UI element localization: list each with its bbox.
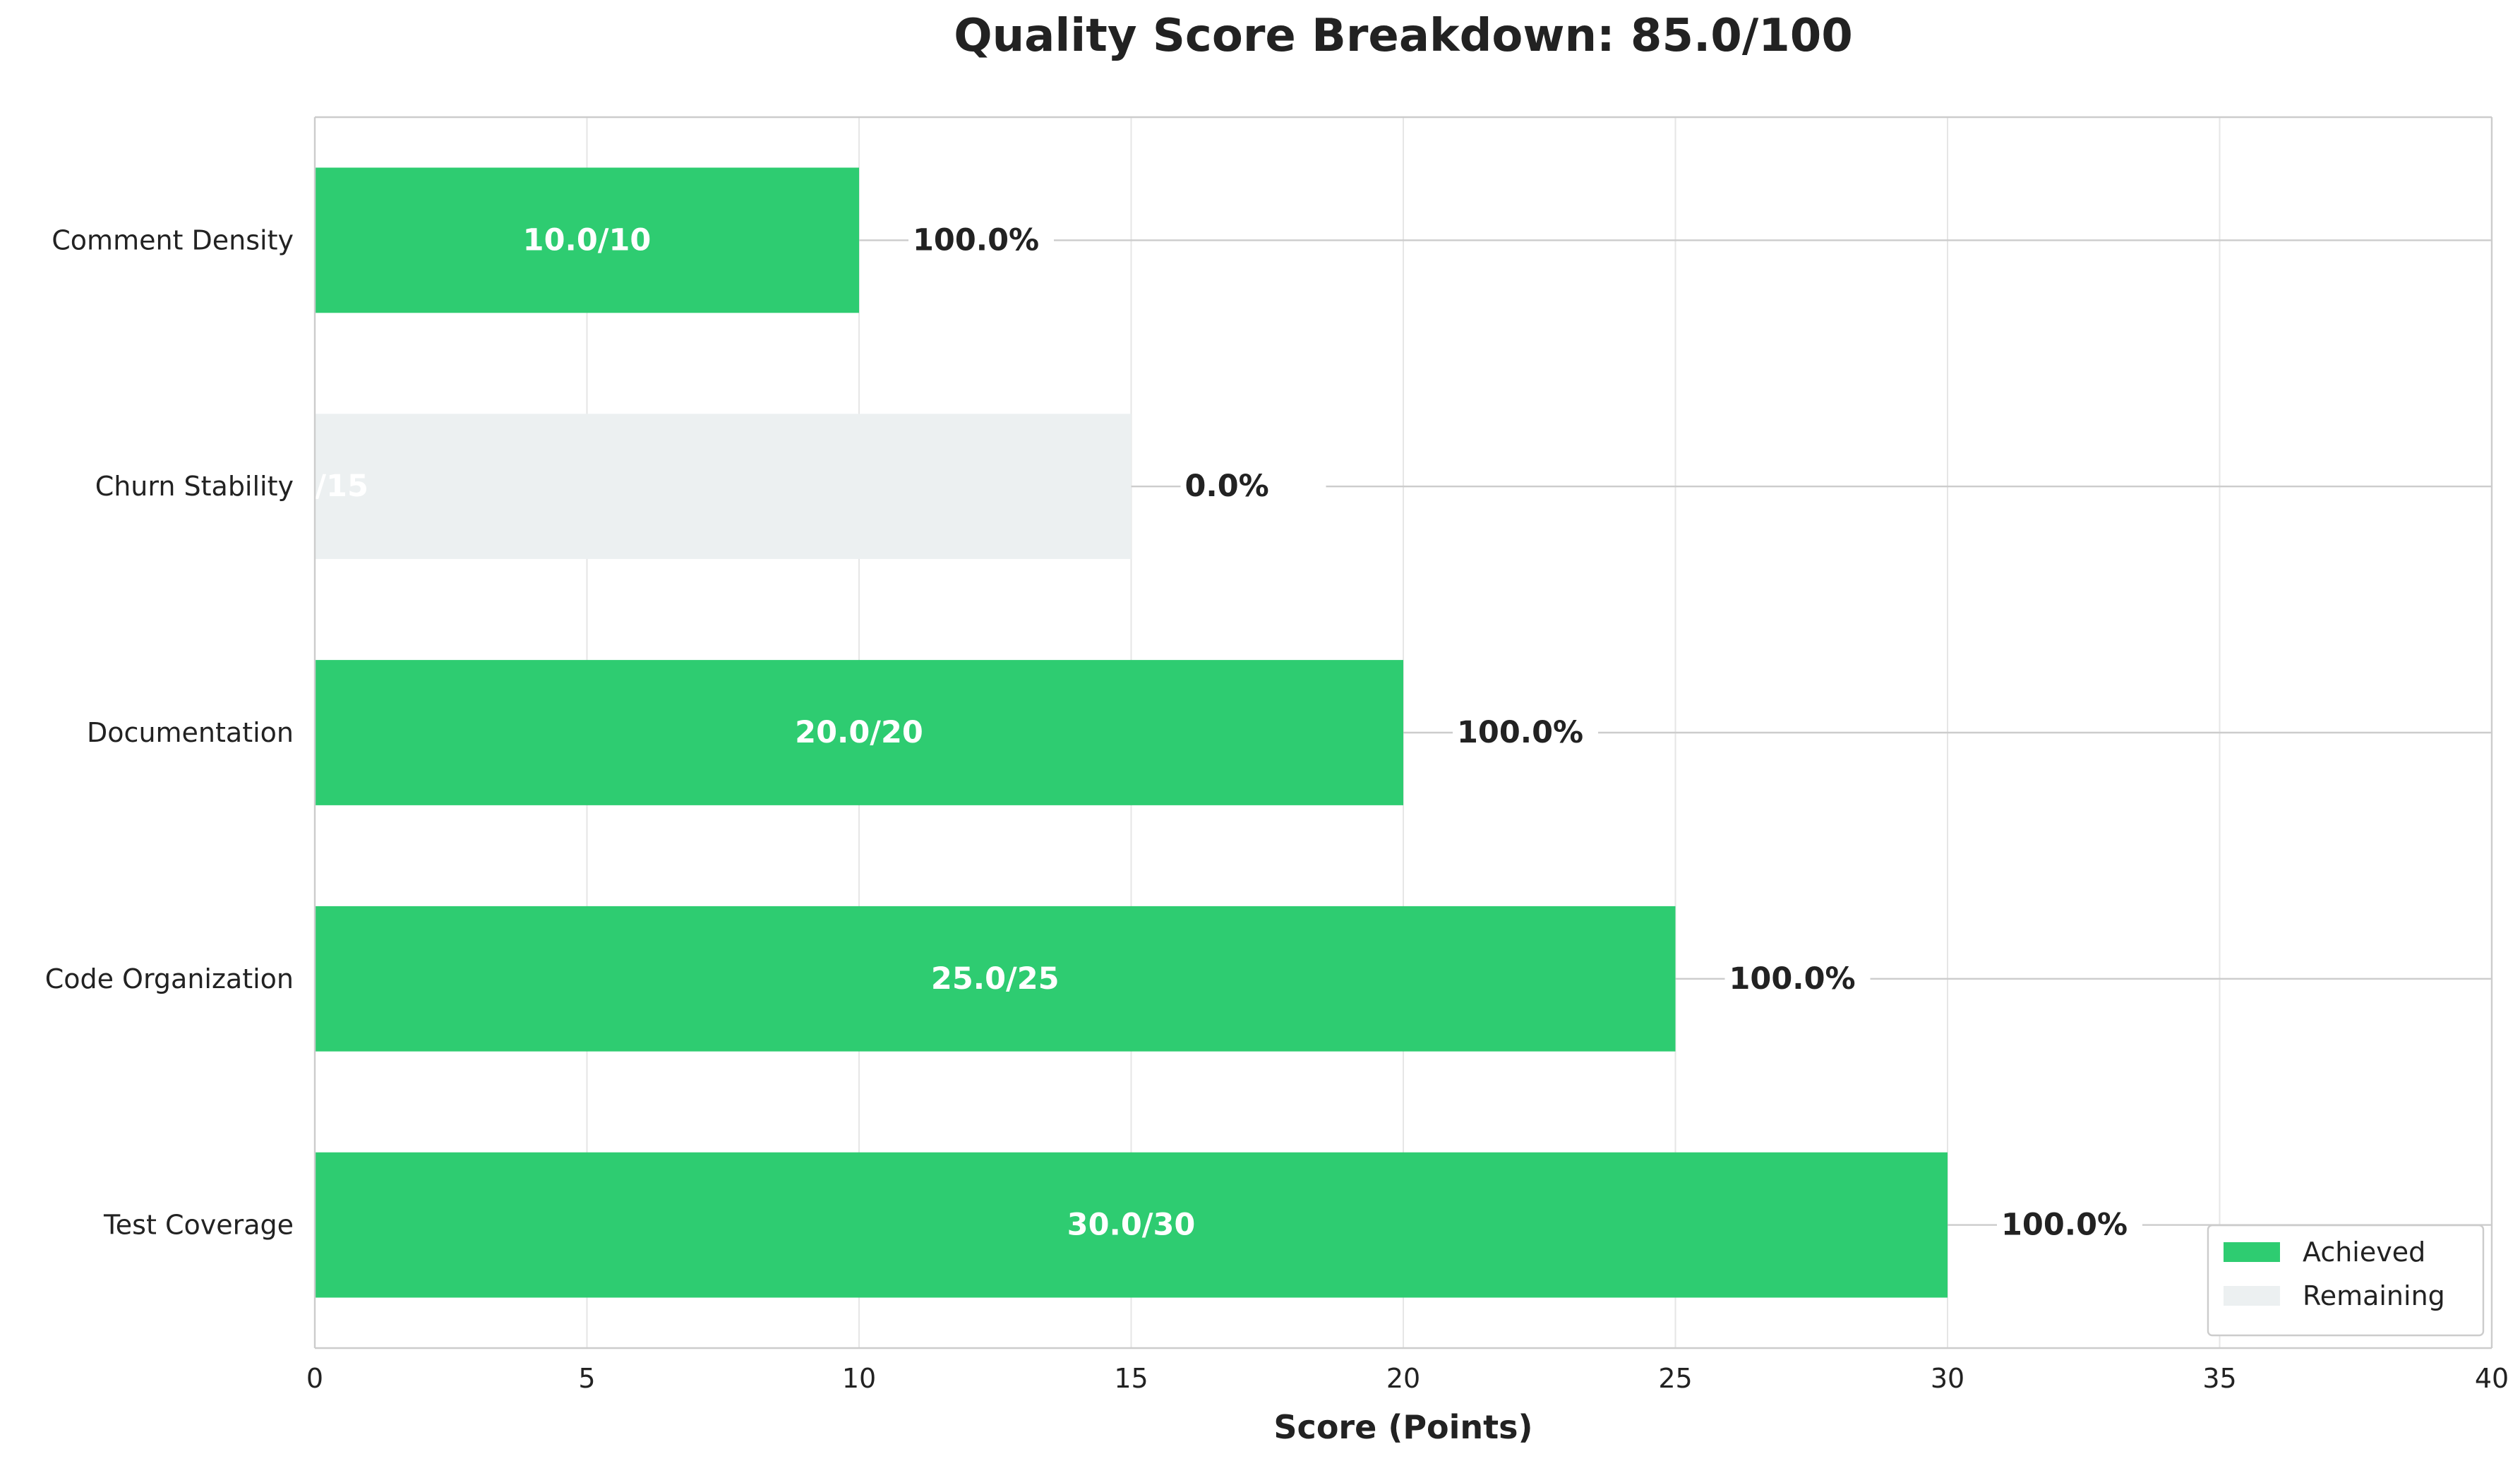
chart-title: Quality Score Breakdown: 85.0/100 [954, 10, 1853, 62]
y-tick-label-4: Comment Density [52, 224, 294, 255]
x-axis-label: Score (Points) [1273, 1408, 1532, 1446]
legend-swatch-0 [2224, 1242, 2280, 1262]
percent-label-1: 100.0% [1729, 961, 1856, 997]
percent-label-bg-2 [1453, 711, 1598, 754]
bar-value-label-0: 30.0/30 [1067, 1208, 1196, 1243]
x-tick-label-6: 30 [1931, 1363, 1964, 1394]
legend-label-1: Remaining [2303, 1280, 2445, 1311]
x-tick-label-4: 20 [1386, 1363, 1420, 1394]
achieved-bar-0 [315, 1152, 1948, 1298]
percent-label-2: 100.0% [1457, 715, 1583, 750]
bar-value-label-1: 25.0/25 [931, 961, 1060, 997]
y-tick-label-3: Churn Stability [95, 471, 294, 502]
legend-swatch-1 [2224, 1286, 2280, 1306]
percent-label-bg-1 [1724, 957, 1871, 1000]
achieved-bar-4 [315, 167, 859, 313]
percent-label-bg-0 [1997, 1203, 2142, 1246]
achieved-bar-1 [315, 906, 1676, 1052]
x-tick-label-3: 15 [1114, 1363, 1148, 1394]
percent-label-bg-3 [1180, 465, 1326, 508]
x-tick-label-7: 35 [2202, 1363, 2236, 1394]
bar-value-label-4: 10.0/10 [523, 222, 652, 258]
percent-label-4: 100.0% [913, 222, 1039, 258]
percent-label-bg-4 [908, 219, 1054, 262]
x-tick-label-8: 40 [2475, 1363, 2509, 1394]
x-tick-label-2: 10 [842, 1363, 876, 1394]
y-tick-label-0: Test Coverage [103, 1210, 294, 1241]
percent-label-0: 100.0% [2001, 1208, 2128, 1243]
legend-label-0: Achieved [2303, 1237, 2425, 1268]
percent-label-3: 0.0% [1185, 469, 1269, 504]
bar-value-label-2: 20.0/20 [795, 715, 923, 750]
x-tick-label-5: 25 [1658, 1363, 1692, 1394]
remaining-bar-3 [315, 414, 1132, 560]
x-tick-label-0: 0 [306, 1363, 323, 1394]
achieved-bar-2 [315, 660, 1403, 805]
y-tick-label-1: Code Organization [45, 963, 294, 994]
x-tick-label-1: 5 [578, 1363, 595, 1394]
y-tick-label-2: Documentation [87, 717, 294, 748]
